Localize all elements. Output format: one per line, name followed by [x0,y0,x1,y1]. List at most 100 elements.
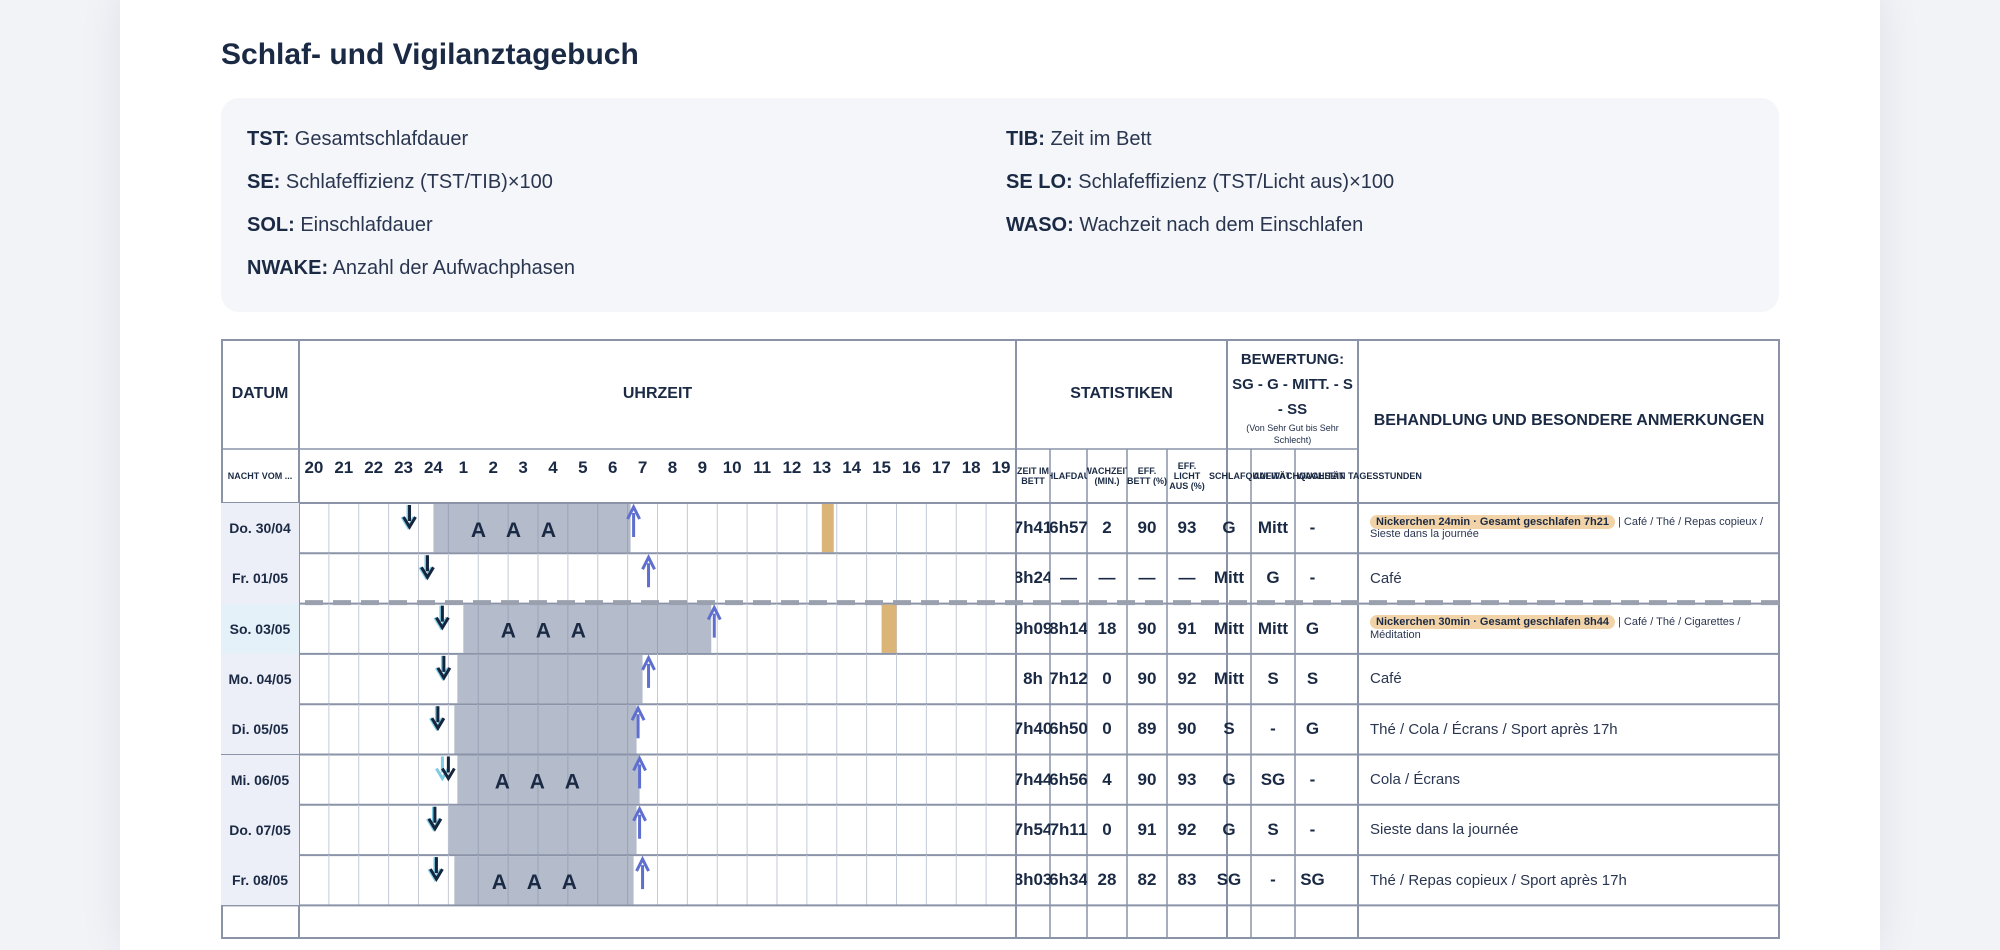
note-cell: Nickerchen 24min · Gesamt geschlafen 7h2… [1370,514,1764,541]
stat-cell: 92 [1177,669,1197,689]
hour-label-2: 2 [488,458,497,477]
stat-cell: 90 [1177,719,1197,739]
date-cell: Mi. 06/05 [221,754,299,805]
stat-cell: 91 [1177,618,1197,638]
header-statistiken: STATISTIKEN [1070,385,1173,402]
note-cell: Cola / Écrans [1370,771,1461,789]
legend-se: SE: Schlafeffizienz (TST/TIB)×100 [247,171,553,193]
wake-arrow [626,503,641,537]
hour-label-12: 12 [782,458,801,477]
hour-label-5: 5 [578,458,587,477]
awake-mark: A [541,519,556,542]
stat-cell: — [1098,568,1116,588]
stat-cell: 8h14 [1050,618,1087,638]
rating-cell: - [1309,568,1316,588]
rating-cell: G [1305,719,1320,739]
rating-cell: - [1270,870,1276,890]
rating-cell: SG [1216,870,1242,890]
lights-off-arrow [402,505,417,530]
stat-cell: 93 [1177,518,1197,538]
stat-cell: 6h57 [1050,518,1087,538]
stat-cell: 6h34 [1050,870,1087,890]
stat-cell: 7h12 [1050,669,1087,689]
stat-cell: 90 [1137,769,1157,789]
note-cell: Café [1370,670,1402,688]
sleep-bar [457,755,640,804]
awake-mark: A [536,620,551,643]
lights-off-arrow [420,555,435,581]
nap-bar [821,504,834,553]
rating-cell: - [1309,518,1316,538]
wake-arrow [630,704,646,739]
note-cell: Nickerchen 30min · Gesamt geschlafen 8h4… [1370,615,1741,641]
wake-arrow [641,553,656,588]
nap-tag: Nickerchen 24min · Gesamt geschlafen 7h2… [1370,514,1615,529]
hour-label-8: 8 [668,458,677,477]
hour-label-10: 10 [723,458,742,477]
rating-cell: Mitt [1257,618,1289,638]
stat-col-header: WACHZEIT (MIN.) [1087,466,1127,486]
stat-cell: — [1060,568,1077,588]
awake-mark: A [527,871,542,894]
rating-cell: G [1305,618,1320,638]
lights-off-arrow [441,756,456,782]
legend-tst: TST: Gesamtschlafdauer [247,128,469,150]
stat-cell: 7h54 [1016,819,1050,839]
bewertung-label: BEWERTUNG: SG - G - MITT. - S - SS [1232,350,1353,418]
stat-cell: 89 [1137,719,1157,739]
rating-cell: G [1222,819,1236,839]
bewertung-sub: (Von Sehr Gut bis Sehr Schlecht) [1246,422,1339,445]
stat-cell: 93 [1177,769,1197,789]
stat-cell: 4 [1102,769,1112,789]
sleep-bar [454,705,637,754]
date-cell: Fr. 01/05 [221,553,299,604]
stat-col-header: EFF. BETT (%) [1127,466,1167,486]
hour-label-18: 18 [962,458,981,477]
sleep-bar [454,856,634,905]
hour-label-16: 16 [902,458,921,477]
rating-cell: S [1223,719,1235,739]
note-cell: Thé / Repas copieux / Sport après 17h [1370,871,1627,889]
hour-label-24: 24 [424,458,443,477]
legend-box: TST: Gesamtschlafdauer TIB: Zeit im Bett… [221,98,1779,312]
rating-col-header: SCHLAFQUALITÄT [1209,471,1291,481]
stat-cell: 8h24 [1016,568,1050,588]
rating-cell: S [1267,819,1279,839]
awake-mark: A [530,771,545,794]
page-title: Schlaf- und Vigilanztagebuch [221,38,639,71]
rating-col-header: AUFWACHQUALITÄT [1253,471,1345,481]
awake-mark: A [562,871,577,894]
awake-mark: A [471,519,486,542]
stat-cell: 90 [1137,618,1157,638]
sleep-bar [448,805,637,855]
rating-cell: S [1267,669,1279,689]
stat-cell: 6h50 [1050,719,1087,739]
rating-cell: G [1266,568,1280,588]
stat-cell: 28 [1097,870,1117,890]
legend-waso: WASO: Wachzeit nach dem Einschlafen [1006,214,1364,236]
wake-arrow [641,654,656,688]
rating-cell: - [1270,719,1276,739]
header-behandlung: BEHANDLUNG UND BESONDERE ANMERKUNGEN [1373,412,1765,429]
header-uhrzeit: UHRZEIT [622,385,693,402]
hour-label-15: 15 [872,458,891,477]
note-cell: Sieste dans la journée [1370,821,1519,839]
stat-cell: 83 [1177,870,1197,890]
awake-mark: A [571,620,586,643]
stat-cell: 91 [1137,819,1157,839]
wake-arrow [635,855,650,890]
hour-label-14: 14 [842,458,861,477]
nap-tag: Nickerchen 30min · Gesamt geschlafen 8h4… [1370,615,1615,630]
lights-off-arrow [430,706,446,732]
hour-label-6: 6 [608,458,617,477]
stat-cell: 90 [1137,518,1157,538]
awake-mark: A [492,871,507,894]
note-cell: Café [1370,569,1402,587]
stat-cell: 7h44 [1016,769,1050,789]
rating-cell: - [1309,769,1316,789]
awake-mark: A [506,519,521,542]
sleep-bar [457,654,643,704]
legend-tib: TIB: Zeit im Bett [1006,128,1152,150]
rating-cell: G [1222,769,1236,789]
wake-arrow [706,604,722,638]
